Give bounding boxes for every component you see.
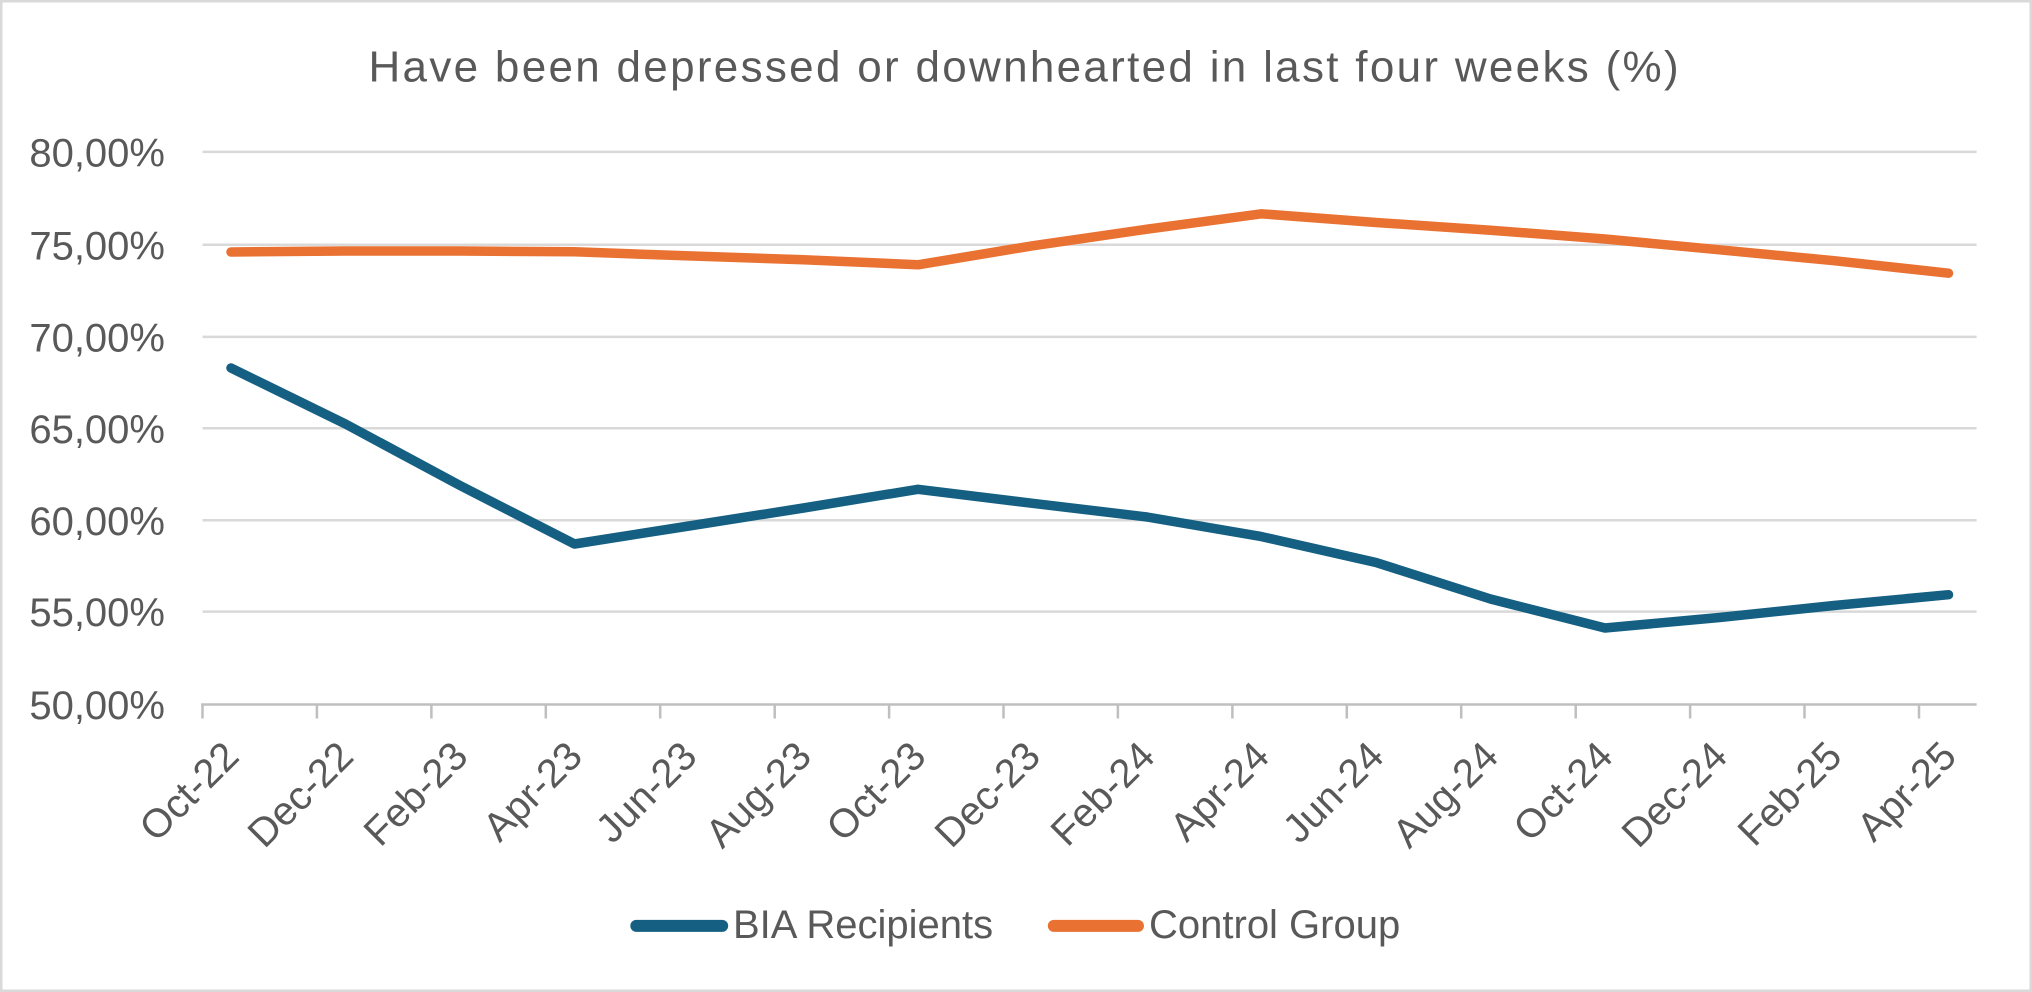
svg-text:50,00%: 50,00% [29,684,165,728]
svg-text:65,00%: 65,00% [29,408,165,452]
svg-text:60,00%: 60,00% [29,500,165,544]
svg-text:BIA Recipients: BIA Recipients [733,903,993,947]
svg-text:75,00%: 75,00% [29,224,165,268]
svg-text:70,00%: 70,00% [29,317,165,361]
svg-text:55,00%: 55,00% [29,591,165,635]
svg-text:Have been depressed or downhea: Have been depressed or downhearted in la… [368,43,1680,92]
svg-text:80,00%: 80,00% [29,132,165,176]
svg-text:Control Group: Control Group [1149,903,1400,947]
